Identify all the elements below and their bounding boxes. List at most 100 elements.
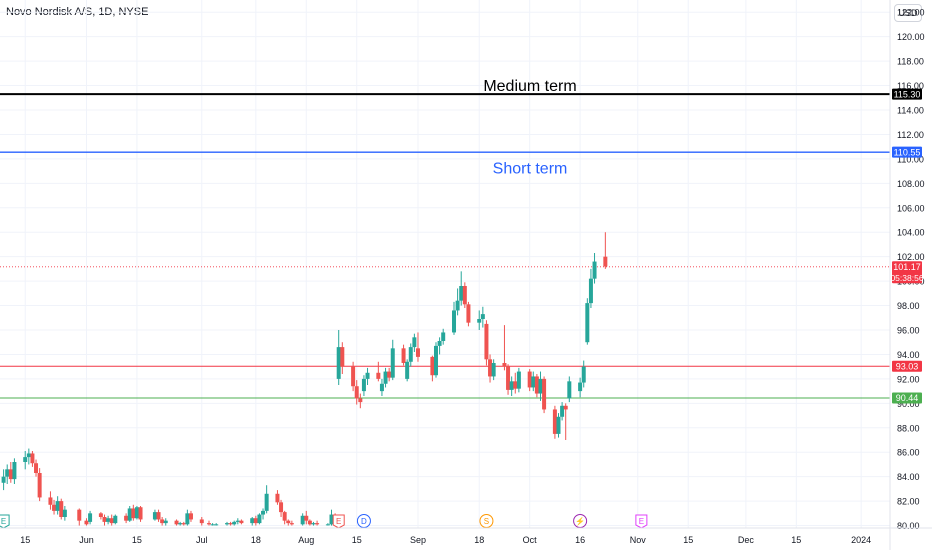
candle-body (225, 523, 230, 525)
price-tag-bg (892, 146, 922, 158)
x-tick-label: 18 (251, 535, 261, 545)
candle-body (210, 524, 215, 526)
y-tick-label: 120.00 (897, 32, 925, 42)
candle-body (311, 523, 316, 525)
event-markers[interactable]: E E D S ⚡ E (0, 514, 648, 529)
y-tick-label: 122.00 (897, 8, 925, 18)
candle-body (441, 332, 446, 341)
event-marker-earnings-upcoming (635, 514, 648, 529)
candle-body (433, 345, 438, 376)
annotation-label: Medium term (483, 78, 576, 95)
y-tick-label: 82.00 (897, 497, 920, 507)
candle-body (477, 319, 482, 323)
candle-body (354, 386, 359, 399)
candle-body (300, 515, 305, 525)
y-tick-label: 98.00 (897, 301, 920, 311)
candle-body (315, 523, 320, 525)
x-tick-label: Jul (196, 535, 208, 545)
candle-body (351, 366, 356, 387)
candle-body (228, 523, 233, 525)
candle-body (567, 381, 572, 399)
event-marker-earnings-past (0, 514, 10, 529)
candle-body (480, 314, 485, 319)
candle-body (578, 382, 583, 392)
candle-body (542, 378, 547, 410)
candle-body (325, 524, 330, 526)
x-tick-label: 15 (352, 535, 362, 545)
candle-body (34, 463, 39, 473)
candle-body (160, 519, 165, 524)
y-tick-label: 108.00 (897, 179, 925, 189)
candle-body (138, 507, 143, 520)
candle-body (98, 513, 103, 517)
candle-body (336, 347, 341, 379)
candle-body (264, 493, 269, 511)
last-price-tag-countdown: 05:38:56 (890, 273, 923, 283)
candle-body (581, 366, 586, 383)
candle-body (206, 523, 211, 525)
candle-body (534, 376, 539, 394)
x-tick-label: Nov (630, 535, 647, 545)
x-tick-label: Sep (410, 535, 426, 545)
y-tick-label: 112.00 (897, 130, 924, 140)
candle-body (250, 518, 255, 524)
candle-body (502, 363, 507, 367)
candle-body (592, 261, 597, 279)
price-tag-bg (892, 392, 922, 404)
candle-body (552, 409, 557, 434)
y-tick-label: 118.00 (897, 57, 924, 67)
candle-body (560, 405, 565, 417)
price-tag-label: 115.30 (894, 89, 921, 99)
candle-body (279, 502, 284, 513)
price-tag-label: 110.55 (894, 147, 921, 157)
candle-body (358, 398, 363, 403)
candle-body (239, 520, 244, 524)
candle-body (408, 347, 413, 362)
candle-body (405, 361, 410, 379)
candle-body (376, 372, 381, 379)
candle-body (55, 501, 60, 511)
candle-body (361, 378, 366, 392)
candle-body (199, 519, 204, 524)
candle-body (304, 515, 309, 521)
price-tag-label: 93.03 (896, 362, 919, 372)
candle-body (286, 520, 291, 524)
candle-body (59, 501, 64, 517)
last-price-tag-label: 101.17 (893, 262, 921, 272)
candle-body (232, 521, 237, 525)
candle-body (379, 383, 384, 392)
candle-body (257, 514, 262, 524)
candle-body (383, 371, 388, 384)
candle-body (84, 520, 89, 525)
x-tick-label: 2024 (851, 535, 871, 545)
candle-body (585, 303, 590, 343)
candle-body (127, 508, 132, 521)
y-tick-label: 94.00 (897, 350, 920, 360)
candle-body (275, 493, 280, 503)
candle-body (253, 518, 258, 524)
candle-body (603, 256, 608, 267)
candle-body (156, 512, 161, 520)
candle-body (437, 341, 442, 346)
candle-body (365, 372, 370, 379)
candle-body (88, 513, 93, 522)
price-axis[interactable]: 80.00 82.00 84.00 86.00 88.00 90.00 92.00 94.00… (889, 0, 925, 550)
annotation-label: Short term (493, 160, 568, 177)
candle-body (556, 416, 561, 434)
candle-body (48, 497, 53, 505)
y-tick-label: 102.00 (897, 252, 925, 262)
y-tick-label: 116.00 (897, 81, 924, 91)
candle-body (131, 508, 136, 519)
y-tick-label: 86.00 (897, 448, 920, 458)
time-axis[interactable]: 15 Jun 15 Jul 18 Aug 15 Sep 18 Oct 16 Nov 15 Dec 15 202… (0, 527, 932, 545)
candle-body (37, 473, 42, 498)
currency-button[interactable]: USD (894, 4, 922, 22)
x-tick-label: Oct (523, 535, 538, 545)
candle-body (152, 512, 157, 520)
y-tick-label: 80.00 (897, 521, 920, 531)
event-marker-letter: ⚡ (575, 516, 585, 526)
candle-body (30, 453, 35, 464)
horizontal-lines[interactable] (0, 93, 890, 399)
